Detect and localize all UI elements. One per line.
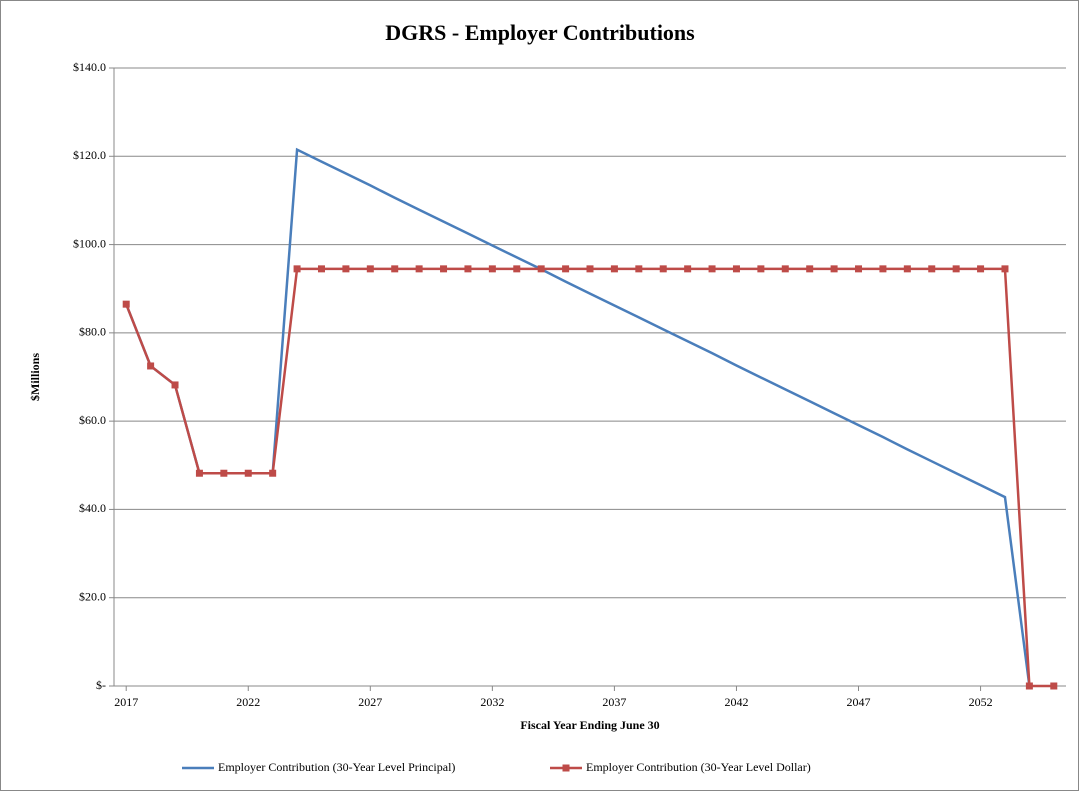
marker	[855, 265, 863, 273]
x-tick-label: 2022	[236, 695, 260, 709]
y-axis-label: $Millions	[28, 353, 42, 401]
y-tick-label: $80.0	[79, 325, 106, 339]
marker	[977, 265, 985, 273]
marker	[757, 265, 765, 273]
marker	[269, 469, 277, 477]
x-tick-label: 2032	[480, 695, 504, 709]
marker	[171, 381, 179, 389]
marker	[244, 469, 252, 477]
marker	[562, 265, 570, 273]
chart-title: DGRS - Employer Contributions	[385, 20, 695, 45]
marker	[879, 265, 887, 273]
marker	[366, 265, 374, 273]
marker	[952, 265, 960, 273]
marker	[830, 265, 838, 273]
marker	[293, 265, 301, 273]
marker	[147, 362, 155, 370]
marker	[488, 265, 496, 273]
legend-marker	[562, 764, 570, 772]
y-tick-label: $20.0	[79, 589, 106, 603]
x-tick-label: 2017	[114, 695, 138, 709]
marker	[806, 265, 814, 273]
marker	[537, 265, 545, 273]
marker	[122, 300, 130, 308]
marker	[586, 265, 594, 273]
marker	[342, 265, 350, 273]
series-line	[125, 147, 1031, 687]
y-tick-label: $-	[96, 678, 106, 692]
y-tick-label: $40.0	[79, 501, 106, 515]
marker	[659, 265, 667, 273]
marker	[391, 265, 399, 273]
marker	[1025, 682, 1033, 690]
marker	[635, 265, 643, 273]
x-tick-label: 2037	[602, 695, 626, 709]
marker	[464, 265, 472, 273]
marker	[684, 265, 692, 273]
marker	[903, 265, 911, 273]
marker	[610, 265, 618, 273]
marker	[220, 469, 228, 477]
marker	[1001, 265, 1009, 273]
marker	[317, 265, 325, 273]
y-tick-label: $120.0	[73, 148, 106, 162]
x-tick-label: 2052	[969, 695, 993, 709]
x-tick-label: 2042	[724, 695, 748, 709]
y-tick-label: $100.0	[73, 236, 106, 250]
y-tick-label: $140.0	[73, 60, 106, 74]
legend-label: Employer Contribution (30-Year Level Pri…	[218, 760, 455, 774]
marker	[440, 265, 448, 273]
marker	[1050, 682, 1058, 690]
x-tick-label: 2027	[358, 695, 382, 709]
marker	[928, 265, 936, 273]
marker	[708, 265, 716, 273]
x-axis-label: Fiscal Year Ending June 30	[520, 718, 659, 732]
x-tick-label: 2047	[847, 695, 871, 709]
marker	[513, 265, 521, 273]
marker	[781, 265, 789, 273]
y-tick-label: $60.0	[79, 413, 106, 427]
legend-label: Employer Contribution (30-Year Level Dol…	[586, 760, 811, 774]
marker	[195, 469, 203, 477]
marker	[732, 265, 740, 273]
marker	[415, 265, 423, 273]
